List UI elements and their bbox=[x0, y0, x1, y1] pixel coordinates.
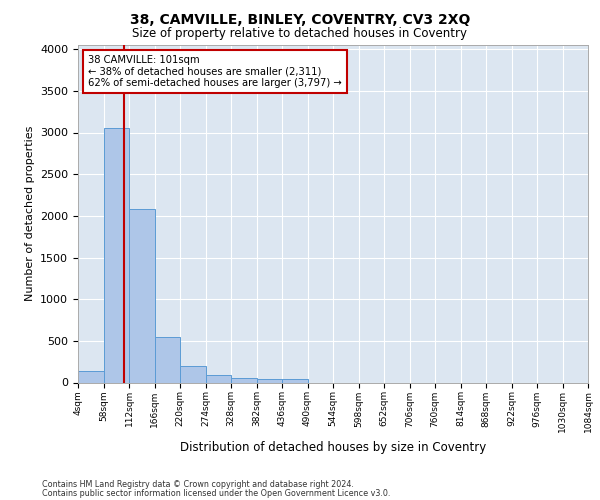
Text: Size of property relative to detached houses in Coventry: Size of property relative to detached ho… bbox=[133, 28, 467, 40]
Bar bbox=[257, 379, 282, 382]
Text: 38, CAMVILLE, BINLEY, COVENTRY, CV3 2XQ: 38, CAMVILLE, BINLEY, COVENTRY, CV3 2XQ bbox=[130, 12, 470, 26]
Y-axis label: Number of detached properties: Number of detached properties bbox=[25, 126, 35, 302]
Bar bbox=[155, 336, 180, 382]
Bar bbox=[180, 366, 205, 382]
X-axis label: Distribution of detached houses by size in Coventry: Distribution of detached houses by size … bbox=[180, 440, 486, 454]
Text: Contains public sector information licensed under the Open Government Licence v3: Contains public sector information licen… bbox=[42, 488, 391, 498]
Bar bbox=[282, 379, 308, 382]
Bar bbox=[231, 378, 257, 382]
Bar bbox=[129, 209, 155, 382]
Bar bbox=[206, 376, 231, 382]
Bar bbox=[78, 371, 104, 382]
Text: 38 CAMVILLE: 101sqm
← 38% of detached houses are smaller (2,311)
62% of semi-det: 38 CAMVILLE: 101sqm ← 38% of detached ho… bbox=[88, 55, 342, 88]
Bar bbox=[104, 128, 129, 382]
Text: Contains HM Land Registry data © Crown copyright and database right 2024.: Contains HM Land Registry data © Crown c… bbox=[42, 480, 354, 489]
